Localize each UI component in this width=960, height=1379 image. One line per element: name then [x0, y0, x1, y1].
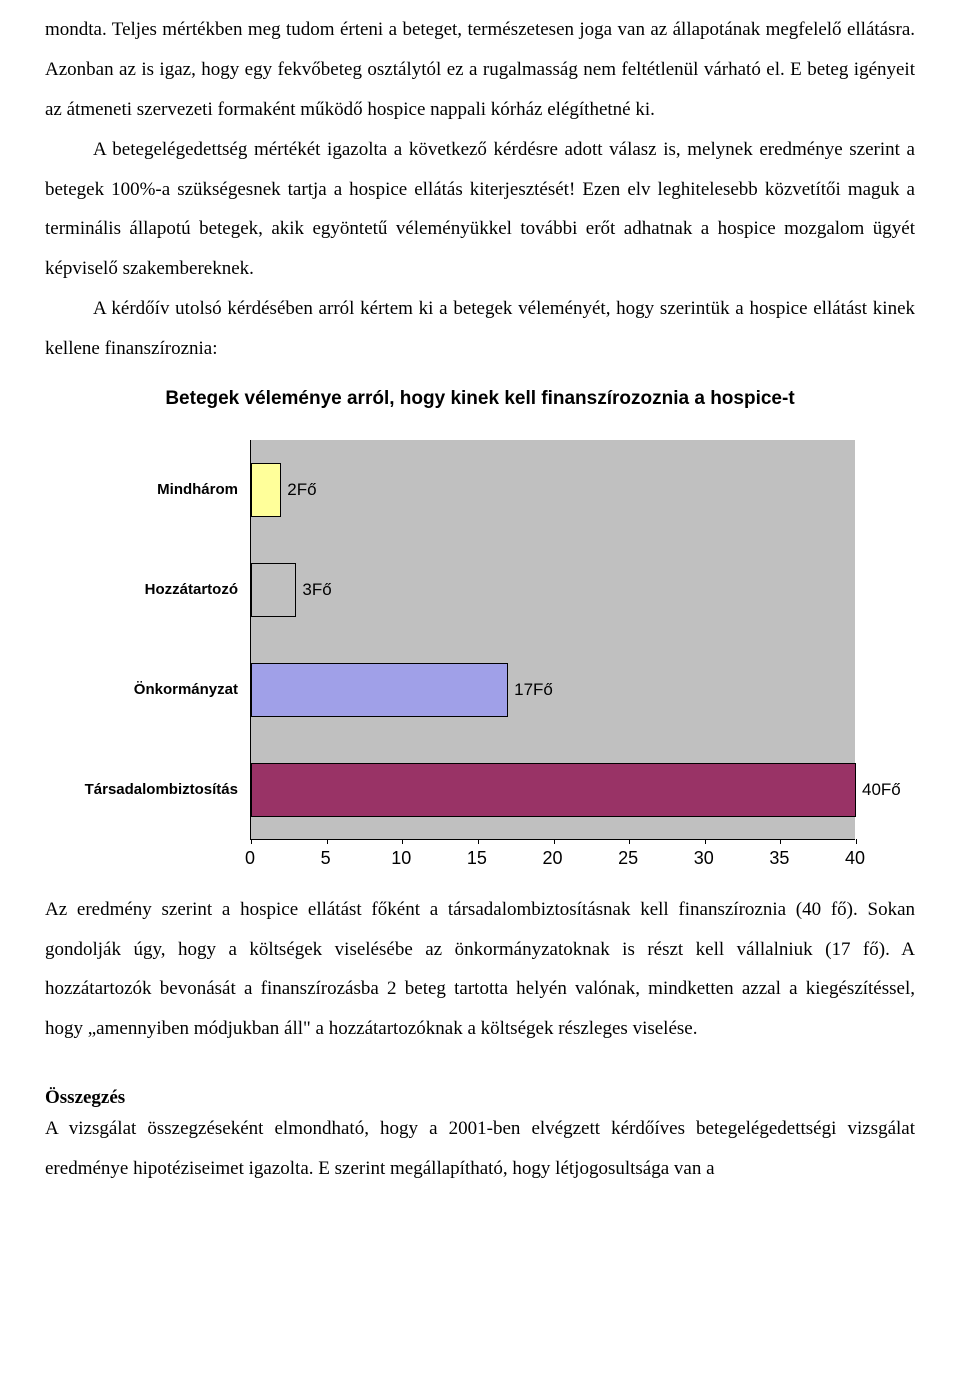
bar-value-label: 40Fő: [862, 780, 901, 800]
bar-value-label: 17Fő: [514, 680, 553, 700]
x-tick: [856, 839, 857, 844]
bar-rect: [251, 563, 296, 617]
ylabel-3: Társadalombiztosítás: [80, 740, 238, 840]
bar-row: 2Fő: [251, 463, 317, 517]
section-heading: Összegzés: [45, 1087, 915, 1109]
body-paragraph-2: A betegelégedettség mértékét igazolta a …: [45, 130, 915, 290]
bar-rect: [251, 663, 508, 717]
bar-value-label: 3Fő: [302, 580, 331, 600]
bar-rect: [251, 463, 281, 517]
bar-value-label: 2Fő: [287, 480, 316, 500]
x-tick-label: 35: [769, 848, 789, 869]
body-paragraph-3: A kérdőív utolsó kérdésében arról kértem…: [45, 289, 915, 369]
bar-row: 17Fő: [251, 663, 553, 717]
financing-chart: Betegek véleménye arról, hogy kinek kell…: [80, 387, 880, 870]
chart-y-labels: Mindhárom Hozzátartozó Önkormányzat Társ…: [80, 440, 250, 840]
document-page: mondta. Teljes mértékben meg tudom érten…: [0, 0, 960, 1209]
ylabel-0: Mindhárom: [80, 440, 238, 540]
x-tick-label: 0: [245, 848, 255, 869]
chart-body: Mindhárom Hozzátartozó Önkormányzat Társ…: [80, 440, 880, 840]
chart-title: Betegek véleménye arról, hogy kinek kell…: [80, 387, 880, 412]
x-tick-label: 20: [542, 848, 562, 869]
ylabel-1: Hozzátartozó: [80, 540, 238, 640]
body-paragraph-4: Az eredmény szerint a hospice ellátást f…: [45, 890, 915, 1050]
x-tick-label: 10: [391, 848, 411, 869]
ylabel-2: Önkormányzat: [80, 640, 238, 740]
body-paragraph-1: mondta. Teljes mértékben meg tudom érten…: [45, 10, 915, 130]
x-tick-label: 40: [845, 848, 865, 869]
chart-plot-area: 2Fő3Fő17Fő40Fő: [250, 440, 855, 840]
body-paragraph-5: A vizsgálat összegzéseként elmondható, h…: [45, 1109, 915, 1189]
x-tick-label: 5: [321, 848, 331, 869]
x-tick-label: 15: [467, 848, 487, 869]
x-tick-label: 25: [618, 848, 638, 869]
chart-x-axis: 0510152025303540: [250, 840, 855, 870]
bar-row: 40Fő: [251, 763, 901, 817]
bar-rect: [251, 763, 856, 817]
x-tick-label: 30: [694, 848, 714, 869]
bar-row: 3Fő: [251, 563, 332, 617]
